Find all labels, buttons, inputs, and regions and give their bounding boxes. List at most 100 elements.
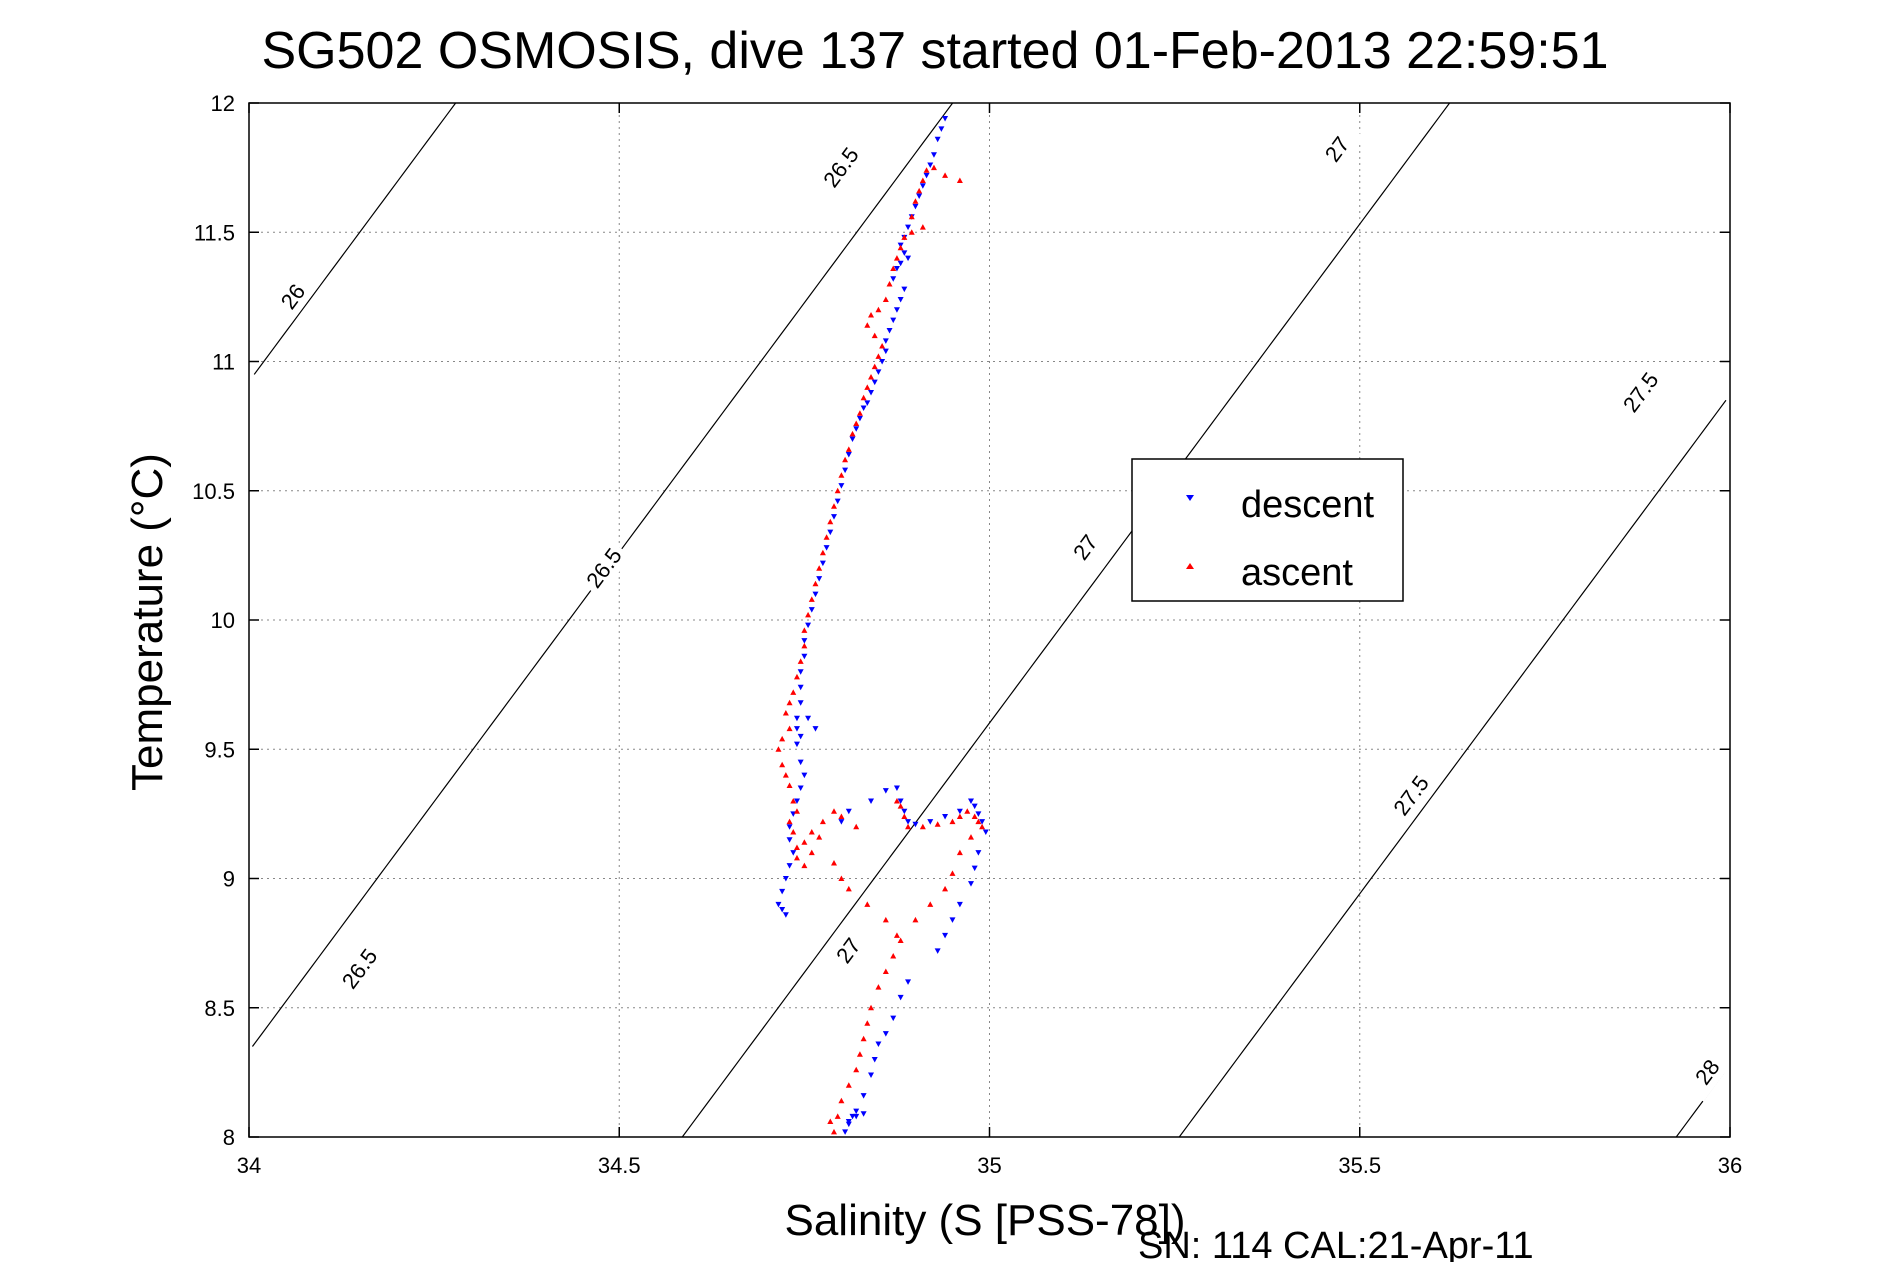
descent-point <box>868 798 875 804</box>
ascent-point <box>868 374 875 380</box>
ascent-point <box>849 430 856 437</box>
ascent-point <box>927 901 934 907</box>
y-tick-label: 10 <box>211 608 235 633</box>
axis-ticks: 34 34.5 35 35.5 36 8 8.5 9 9.5 10 10.5 11 11.5 12 <box>192 91 1742 1178</box>
descent-point <box>912 821 919 828</box>
y-tick-label: 8.5 <box>204 996 235 1021</box>
descent-point <box>901 286 908 293</box>
descent-point <box>805 622 812 629</box>
descent-point <box>897 260 904 267</box>
ascent-point <box>805 611 812 618</box>
ascent-point <box>860 394 867 401</box>
descent-point <box>901 250 908 256</box>
descent-point <box>812 726 819 732</box>
descent-point <box>927 819 934 825</box>
descent-point <box>893 265 900 272</box>
descent-point <box>979 819 986 825</box>
ascent-point <box>830 808 837 814</box>
ascent-point <box>956 177 963 184</box>
ascent-point <box>845 446 852 452</box>
descent-point <box>897 798 904 804</box>
y-tick-label: 8 <box>223 1125 235 1150</box>
ascent-point <box>882 968 889 975</box>
descent-point <box>942 116 949 122</box>
ascent-point <box>816 834 823 840</box>
descent-point <box>956 808 963 815</box>
descent-point <box>967 881 974 887</box>
ascent-point <box>956 813 963 819</box>
descent-point <box>860 405 867 412</box>
descent-point <box>975 811 982 817</box>
descent-point <box>782 912 789 918</box>
ascent-point <box>845 885 852 892</box>
ascent-point <box>797 658 804 664</box>
ascent-point <box>856 410 863 416</box>
ascent-point <box>942 885 949 892</box>
ascent-point <box>875 984 882 990</box>
ascent-point <box>808 596 815 602</box>
ascent-point <box>908 229 915 235</box>
x-tick-label: 35 <box>977 1153 1001 1178</box>
ascent-point <box>949 818 956 825</box>
descent-point <box>967 798 974 804</box>
descent-point <box>845 1118 852 1125</box>
descent-point <box>864 400 871 406</box>
descent-point <box>801 638 808 644</box>
descent-point <box>927 162 934 169</box>
ascent-point <box>930 164 937 171</box>
ascent-point <box>838 1097 845 1104</box>
isopycnal-label-bg <box>1310 120 1365 179</box>
ascent-point <box>868 1004 875 1011</box>
descent-point <box>793 726 800 732</box>
y-axis-label: Temperature (°C) <box>123 453 172 791</box>
descent-point <box>871 379 878 386</box>
ascent-point <box>801 862 808 869</box>
descent-point <box>790 850 797 856</box>
descent-point <box>882 348 889 355</box>
descent-point <box>897 994 904 1001</box>
descent-point <box>823 545 830 551</box>
ascent-point <box>808 849 815 856</box>
ascent-point <box>893 255 900 261</box>
descent-point <box>860 1111 867 1117</box>
ascent-point <box>905 823 912 830</box>
ascent-point <box>912 198 919 204</box>
descent-point <box>942 813 949 820</box>
ascent-point <box>782 710 789 716</box>
ascent-point <box>934 821 941 827</box>
descent-point <box>779 888 786 895</box>
descent-point <box>849 436 856 443</box>
ascent-point <box>834 1113 841 1119</box>
ascent-point <box>879 342 886 349</box>
descent-point <box>975 850 982 856</box>
ascent-point <box>790 797 797 804</box>
descent-point <box>834 498 841 505</box>
y-tick-label: 10.5 <box>192 479 235 504</box>
ascent-point <box>864 1020 871 1026</box>
ascent-point <box>897 803 904 809</box>
ascent-point <box>853 823 860 830</box>
ascent-point <box>871 363 878 370</box>
x-tick-label: 34 <box>237 1153 261 1178</box>
isopycnal-label-bg <box>266 267 321 327</box>
ascent-point <box>853 420 860 427</box>
descent-point <box>860 1093 867 1099</box>
ascent-point <box>864 322 871 328</box>
descent-point <box>897 296 904 303</box>
descent-point <box>786 837 793 843</box>
ascent-point <box>779 761 786 768</box>
descent-point <box>819 560 826 567</box>
ascent-point <box>834 487 841 494</box>
descent-point <box>912 203 919 210</box>
ascent-point <box>964 808 971 814</box>
x-tick-label: 35.5 <box>1338 1153 1381 1178</box>
descent-point <box>793 715 800 722</box>
descent-point <box>905 255 912 262</box>
descent-point <box>868 1072 875 1078</box>
ascent-point <box>882 916 889 923</box>
descent-point <box>816 576 823 582</box>
descent-point <box>853 1113 860 1120</box>
ascent-point <box>856 1051 863 1057</box>
ascent-point <box>812 580 819 587</box>
descent-point <box>882 788 889 794</box>
